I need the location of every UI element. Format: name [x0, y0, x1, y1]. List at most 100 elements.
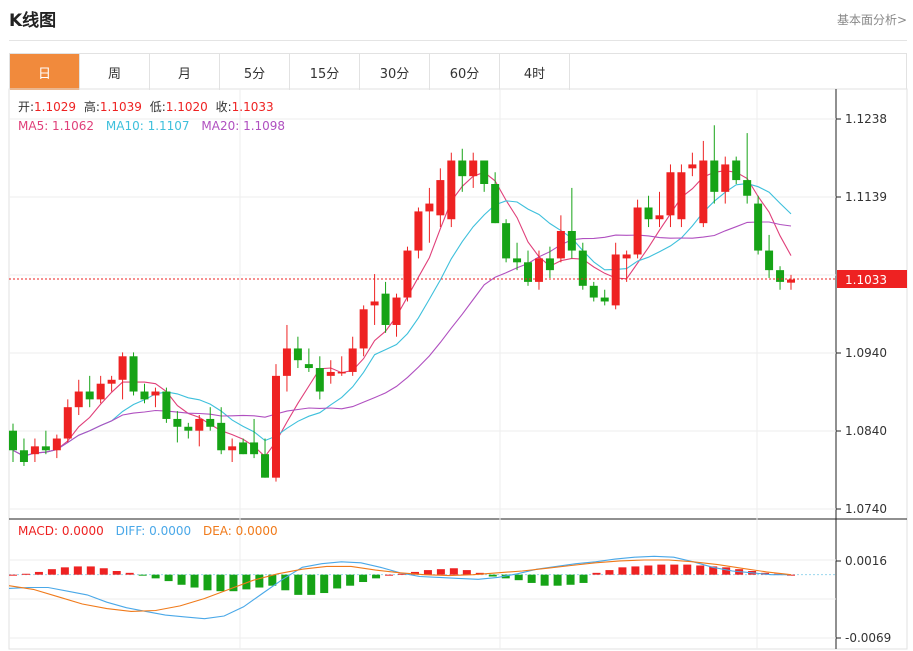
candle-up	[348, 348, 357, 372]
macd-readout: MACD: 0.0000 DIFF: 0.0000 DEA: 0.0000	[18, 524, 278, 538]
candle-up	[436, 180, 445, 216]
candle-down	[732, 160, 741, 181]
candle-up	[151, 391, 160, 396]
candle-down	[743, 180, 752, 196]
macd-bar	[99, 568, 108, 575]
candle-up	[699, 160, 708, 224]
macd-bar	[696, 565, 705, 575]
macd-bar	[579, 574, 588, 583]
period-tabs: 日 周 月 5分 15分 30分 60分 4时	[9, 53, 907, 90]
ma-readout: MA5: 1.1062 MA10: 1.1107 MA20: 1.1098	[18, 119, 285, 133]
current-price-badge	[837, 270, 907, 288]
candle-up	[534, 258, 543, 282]
tab-60min[interactable]: 60分	[430, 54, 500, 90]
macd-bar	[60, 567, 69, 575]
tab-day[interactable]: 日	[10, 54, 80, 90]
macd-bar	[488, 574, 497, 577]
candle-down	[140, 391, 149, 400]
candle-down	[754, 203, 763, 251]
macd-bar	[177, 574, 186, 585]
grid	[9, 89, 836, 649]
tab-month[interactable]: 月	[150, 54, 220, 90]
price-tick-label: 1.0940	[845, 346, 887, 360]
candle-up	[721, 164, 730, 192]
candle-down	[480, 160, 489, 184]
dea-line	[8, 559, 792, 612]
candle-down	[644, 207, 653, 220]
chart-frame	[8, 88, 908, 650]
candle-up	[271, 375, 280, 478]
header-divider	[9, 40, 907, 41]
candle-down	[129, 356, 138, 392]
candle-up	[228, 446, 237, 451]
candle-up	[688, 164, 697, 169]
candle-up	[195, 418, 204, 431]
macd-bar	[216, 574, 225, 592]
macd-bar	[618, 567, 627, 575]
candle-up	[370, 301, 379, 306]
tab-30min[interactable]: 30分	[360, 54, 430, 90]
macd-bar	[566, 574, 575, 585]
macd-bar	[722, 567, 731, 575]
candle-up	[392, 297, 401, 325]
candle-down	[250, 442, 259, 455]
macd-bar	[540, 574, 549, 586]
candle-down	[9, 430, 17, 451]
candle-down	[239, 442, 248, 455]
candle-down	[502, 223, 511, 259]
candle-up	[611, 254, 620, 306]
macd-bar	[333, 574, 342, 589]
macd-bar	[138, 574, 147, 576]
macd-bar	[190, 574, 199, 588]
candle-up	[447, 160, 456, 220]
candle-down	[41, 446, 50, 451]
candle-down	[513, 258, 522, 263]
ma-lines	[12, 170, 792, 458]
candle-down	[710, 160, 719, 192]
macd-bar	[242, 574, 251, 590]
tab-15min[interactable]: 15分	[290, 54, 360, 90]
ma20-line	[12, 221, 792, 457]
candle-down	[765, 250, 774, 271]
candle-down	[206, 418, 215, 427]
candle-down	[458, 160, 467, 177]
macd-bar	[631, 566, 640, 575]
macd-bar	[112, 571, 121, 575]
candle-up	[655, 215, 664, 220]
macd-bar	[462, 570, 471, 575]
candle-up	[107, 379, 116, 384]
macd-panel	[8, 555, 836, 620]
candle-down	[217, 422, 226, 451]
candle-up	[359, 309, 368, 349]
candle-down	[578, 250, 587, 286]
macd-bar	[501, 574, 510, 579]
macd-bar	[125, 572, 134, 575]
candle-down	[184, 426, 193, 431]
macd-bar	[423, 570, 432, 575]
candle-down	[776, 270, 785, 282]
candle-down	[545, 258, 554, 271]
candle-up	[677, 172, 686, 220]
candle-up	[282, 348, 291, 376]
tab-5min[interactable]: 5分	[220, 54, 290, 90]
macd-bar	[385, 574, 394, 576]
candle-down	[524, 262, 533, 282]
candle-up	[52, 438, 61, 451]
fundamental-analysis-link[interactable]: 基本面分析>	[836, 13, 907, 27]
ma5-line	[12, 170, 792, 458]
candle-down	[85, 391, 94, 400]
candle-up	[337, 371, 346, 374]
candle-down	[315, 368, 324, 392]
candle-up	[787, 279, 795, 283]
candle-down	[293, 348, 302, 361]
tab-4hour[interactable]: 4时	[500, 54, 570, 90]
macd-bar	[21, 573, 30, 575]
candle-up	[666, 172, 675, 216]
macd-bar	[47, 569, 56, 575]
tab-week[interactable]: 周	[80, 54, 150, 90]
candle-up	[63, 407, 72, 439]
macd-bar	[670, 564, 679, 575]
macd-bar	[398, 573, 406, 575]
candle-down	[162, 391, 171, 419]
